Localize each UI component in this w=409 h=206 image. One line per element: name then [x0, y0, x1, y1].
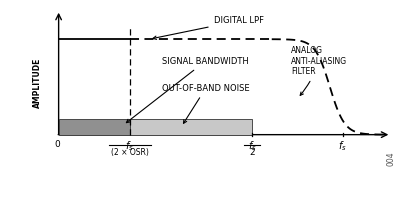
Text: $f_s$: $f_s$ [247, 139, 256, 153]
Text: 004: 004 [386, 152, 395, 166]
Bar [129, 119, 252, 135]
Text: DIGITAL LPF: DIGITAL LPF [153, 16, 263, 39]
Text: (2 × OSR): (2 × OSR) [110, 147, 148, 157]
Text: OUT-OF-BAND NOISE: OUT-OF-BAND NOISE [162, 84, 249, 123]
Text: 0: 0 [54, 139, 60, 149]
Bar [58, 119, 129, 135]
Text: 2: 2 [249, 147, 254, 157]
Text: ANALOG
ANTI-ALIASING
FILTER: ANALOG ANTI-ALIASING FILTER [290, 46, 346, 95]
Text: $f_s$: $f_s$ [125, 139, 134, 153]
Text: SIGNAL BANDWIDTH: SIGNAL BANDWIDTH [126, 57, 248, 123]
Text: $f_s$: $f_s$ [337, 139, 346, 153]
Text: AMPLITUDE: AMPLITUDE [33, 58, 42, 108]
